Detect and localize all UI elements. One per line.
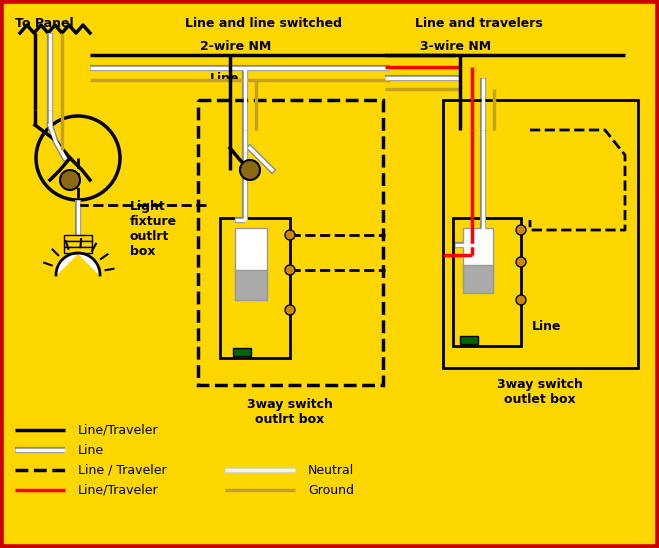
Circle shape — [285, 305, 295, 315]
Circle shape — [285, 230, 295, 240]
Circle shape — [36, 116, 120, 200]
Text: Light
fixture
outlrt
box: Light fixture outlrt box — [130, 200, 177, 258]
Circle shape — [516, 225, 526, 235]
Bar — [198, 100, 383, 385]
Bar — [443, 100, 638, 368]
Circle shape — [516, 295, 526, 305]
Bar — [453, 218, 521, 346]
Bar — [463, 228, 493, 288]
Bar — [233, 348, 251, 356]
Bar — [64, 241, 92, 247]
Bar — [235, 270, 267, 300]
Text: 3-wire NM: 3-wire NM — [420, 40, 491, 53]
Circle shape — [285, 265, 295, 275]
Circle shape — [516, 257, 526, 267]
Bar — [463, 265, 493, 293]
Text: Line and travelers: Line and travelers — [415, 17, 543, 30]
Bar — [64, 247, 92, 253]
Text: 2-wire NM: 2-wire NM — [200, 40, 272, 53]
Bar — [235, 228, 267, 293]
Text: Neutral: Neutral — [308, 464, 355, 477]
Text: Line / Traveler: Line / Traveler — [78, 464, 167, 477]
Text: Line/Traveler: Line/Traveler — [78, 424, 159, 437]
Text: Line and line switched: Line and line switched — [185, 17, 342, 30]
Text: Ground: Ground — [308, 483, 354, 496]
Text: To Panel: To Panel — [15, 17, 74, 30]
Circle shape — [60, 170, 80, 190]
Bar — [220, 218, 290, 358]
Text: Line: Line — [210, 72, 239, 85]
Text: 3way switch
outlet box: 3way switch outlet box — [497, 378, 583, 406]
Bar — [460, 336, 478, 344]
Text: Line: Line — [532, 320, 561, 333]
Text: 3way switch
outlrt box: 3way switch outlrt box — [247, 398, 333, 426]
Text: Line: Line — [78, 443, 104, 456]
Bar — [64, 235, 92, 241]
Circle shape — [240, 160, 260, 180]
Polygon shape — [56, 253, 100, 275]
Text: Line/Traveler: Line/Traveler — [78, 483, 159, 496]
